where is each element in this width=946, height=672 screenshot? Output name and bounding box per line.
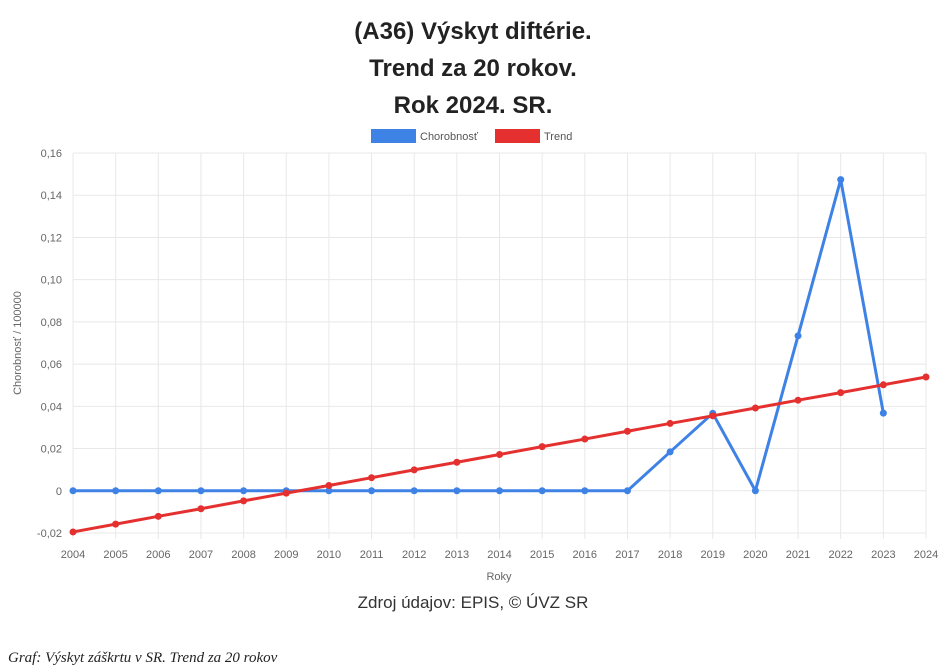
y-tick-label: 0,08	[41, 317, 62, 329]
y-tick-label: 0,10	[41, 275, 62, 287]
x-tick-label: 2023	[871, 549, 895, 561]
data-point[interactable]	[623, 487, 631, 495]
data-point[interactable]	[879, 381, 887, 389]
x-tick-label: 2007	[189, 549, 213, 561]
data-point[interactable]	[709, 412, 717, 420]
y-tick-label: 0,16	[41, 148, 62, 160]
data-point[interactable]	[112, 520, 120, 528]
x-tick-label: 2019	[701, 549, 725, 561]
legend-label[interactable]: Trend	[544, 131, 572, 143]
y-tick-label: 0,02	[41, 444, 62, 456]
legend-swatch[interactable]	[371, 129, 416, 143]
x-axis-label: Roky	[486, 571, 512, 583]
data-point[interactable]	[794, 396, 802, 404]
data-point[interactable]	[794, 332, 802, 340]
data-point[interactable]	[410, 487, 418, 495]
y-axis-label: Chorobnosť / 100000	[12, 291, 24, 395]
data-point[interactable]	[282, 489, 290, 497]
figure-caption: Graf: Výskyt záškrtu v SR. Trend za 20 r…	[8, 650, 278, 666]
y-tick-label: 0,12	[41, 232, 62, 244]
data-point[interactable]	[154, 512, 162, 520]
series-line-0	[73, 178, 885, 493]
data-point[interactable]	[154, 487, 162, 495]
x-tick-label: 2022	[828, 549, 852, 561]
data-point[interactable]	[751, 404, 759, 412]
data-point[interactable]	[879, 409, 887, 417]
data-point[interactable]	[325, 482, 333, 489]
y-tick-label: 0,04	[41, 401, 62, 413]
legend-label[interactable]: Chorobnosť	[420, 131, 479, 143]
x-tick-label: 2015	[530, 549, 554, 561]
data-point[interactable]	[538, 487, 546, 495]
data-point[interactable]	[837, 176, 845, 184]
data-point[interactable]	[751, 487, 759, 495]
x-tick-label: 2014	[487, 549, 511, 561]
data-point[interactable]	[496, 487, 503, 495]
data-point[interactable]	[410, 466, 418, 474]
chart-title-line-1: (A36) Výskyt diftérie.	[354, 18, 592, 45]
y-tick-label: -0,02	[37, 528, 62, 540]
data-point[interactable]	[922, 373, 930, 381]
x-tick-label: 2020	[743, 549, 767, 561]
data-point[interactable]	[581, 487, 589, 495]
data-point[interactable]	[240, 497, 248, 505]
x-tick-label: 2013	[445, 549, 469, 561]
y-tick-label: 0,06	[41, 359, 62, 371]
x-tick-label: 2006	[146, 549, 170, 561]
x-tick-label: 2016	[573, 549, 597, 561]
legend[interactable]: Chorobnosť Trend	[371, 129, 572, 143]
x-tick-label: 2011	[360, 549, 384, 561]
data-source-note: Zdroj údajov: EPIS, © ÚVZ SR	[357, 593, 589, 612]
data-point[interactable]	[69, 487, 77, 495]
series-group	[69, 176, 930, 536]
data-point[interactable]	[581, 435, 589, 443]
data-point[interactable]	[837, 389, 845, 397]
x-tick-label: 2017	[615, 549, 639, 561]
data-point[interactable]	[453, 487, 461, 495]
line-chart: -0,02 0 0,02 0,04 0,06 0,08 0,10 0,12 0,14 0,16 2…	[12, 129, 938, 583]
x-axis-ticks: 2004 2005 2006 2007 2008 2009 2010 2011 2012 2013…	[61, 549, 938, 561]
x-tick-label: 2010	[317, 549, 341, 561]
data-point[interactable]	[325, 487, 333, 495]
data-point[interactable]	[197, 487, 205, 495]
legend-swatch[interactable]	[495, 129, 540, 143]
data-point[interactable]	[368, 487, 376, 495]
x-tick-label: 2021	[786, 549, 810, 561]
y-tick-label: 0,14	[41, 190, 62, 202]
x-tick-label: 2004	[61, 549, 85, 561]
data-point[interactable]	[69, 528, 77, 536]
data-point[interactable]	[453, 458, 461, 466]
chart-title-line-2: Trend za 20 rokov.	[369, 55, 577, 82]
data-point[interactable]	[623, 427, 631, 435]
x-tick-label: 2018	[658, 549, 682, 561]
y-axis-ticks: -0,02 0 0,02 0,04 0,06 0,08 0,10 0,12 0,14 0,16	[37, 148, 62, 540]
x-tick-label: 2008	[231, 549, 255, 561]
data-point[interactable]	[666, 448, 674, 456]
data-point[interactable]	[666, 419, 674, 427]
data-point[interactable]	[496, 450, 503, 458]
gridlines	[72, 152, 927, 539]
data-point[interactable]	[112, 487, 120, 495]
x-tick-label: 2009	[274, 549, 298, 561]
chart-title-line-3: Rok 2024. SR.	[393, 92, 553, 119]
data-point[interactable]	[240, 487, 248, 495]
data-point[interactable]	[538, 443, 546, 451]
x-tick-label: 2024	[914, 549, 938, 561]
y-tick-label: 0	[56, 486, 62, 498]
data-point[interactable]	[368, 474, 376, 482]
x-tick-label: 2005	[103, 549, 127, 561]
x-tick-label: 2012	[402, 549, 426, 561]
data-point[interactable]	[197, 505, 205, 513]
